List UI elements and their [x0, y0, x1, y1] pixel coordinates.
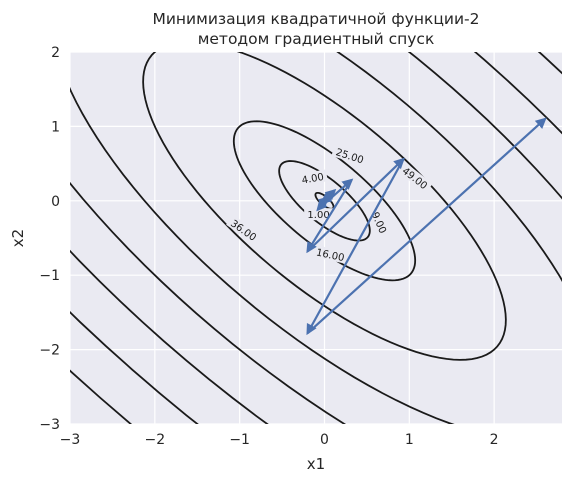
path-step-arrow — [306, 158, 405, 336]
path-step-arrow — [316, 178, 354, 211]
x-tick-label: −1 — [229, 432, 250, 448]
y-tick-label: −2 — [39, 343, 60, 359]
contour-label: 4.00 — [301, 172, 325, 187]
y-tick-label: −1 — [39, 268, 60, 284]
contour-line — [142, 52, 507, 361]
contour-label-group: 4.00 — [297, 169, 328, 187]
y-tick-label: −3 — [39, 417, 60, 433]
path-step-arrow — [306, 157, 405, 253]
y-tick-labels: −3 −2 −1 0 1 2 — [39, 45, 60, 433]
chart-title-line: Минимизация квадратичной функции-2 — [152, 10, 479, 28]
x-tick-label: −3 — [60, 432, 81, 448]
contour-label-background — [331, 144, 369, 167]
x-axis-label: x1 — [307, 455, 325, 473]
y-tick-label: 2 — [51, 45, 60, 61]
y-axis-label: x2 — [9, 229, 27, 247]
contour-line — [232, 120, 417, 282]
x-tick-label: −2 — [145, 432, 166, 448]
chart-title: Минимизация квадратичной функции-2 методо… — [152, 10, 479, 48]
gradient-descent-path — [306, 117, 547, 336]
contour-line — [70, 52, 562, 424]
path-step-arrow — [306, 117, 547, 335]
chart-title-line: методом градиентный спуск — [198, 30, 435, 48]
x-tick-labels: −3 −2 −1 0 1 2 — [60, 432, 499, 448]
x-tick-label: 0 — [320, 432, 329, 448]
contour-label-background — [312, 244, 349, 264]
x-tick-label: 1 — [405, 432, 414, 448]
path-step-arrow — [306, 179, 353, 254]
contour-label: 1.00 — [307, 210, 329, 221]
contour-label-background — [226, 214, 262, 245]
x-tick-label: 2 — [490, 432, 499, 448]
contour-label-background — [297, 169, 328, 187]
contour-label-background — [397, 162, 433, 194]
y-tick-label: 1 — [51, 119, 60, 135]
y-tick-label: 0 — [51, 194, 60, 210]
